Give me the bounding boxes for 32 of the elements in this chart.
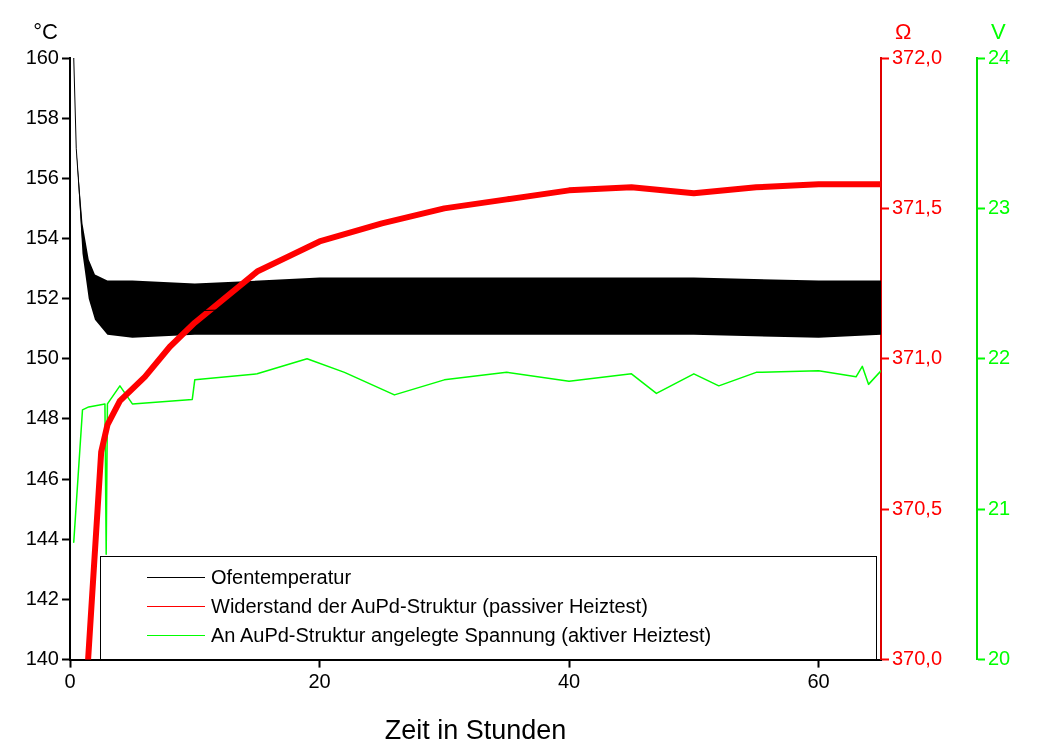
- x-tick-label: 60: [807, 670, 830, 693]
- y3-tick-label: 22: [988, 346, 1011, 369]
- y-tick-label: 142: [25, 586, 59, 609]
- y-tick-label: 156: [25, 165, 59, 188]
- y-tick-label: 140: [25, 647, 59, 670]
- y3-tick-label: 24: [988, 45, 1011, 68]
- x-tick-label: 20: [308, 670, 331, 693]
- y2-tick-label: 370,5: [892, 496, 943, 519]
- y-tick-label: 148: [25, 406, 59, 429]
- y-axis-title: °C: [33, 19, 59, 45]
- y2-tick-label: 371,5: [892, 195, 943, 218]
- y-tick-label: 152: [25, 286, 59, 309]
- y2-tick-label: 370,0: [892, 647, 943, 670]
- y2-axis-title: Ω: [895, 19, 912, 45]
- y3-tick-label: 23: [988, 195, 1011, 218]
- y3-tick-label: 21: [988, 496, 1011, 519]
- y3-tick-label: 20: [988, 647, 1011, 670]
- y2-tick-label: 371,0: [892, 346, 943, 369]
- x-axis-title: Zeit in Stunden: [384, 715, 567, 746]
- y-tick-label: 160: [25, 45, 59, 68]
- y-tick-label: 158: [25, 105, 59, 128]
- y-tick-label: 144: [25, 526, 59, 549]
- x-tick-label: 0: [64, 670, 76, 693]
- y2-tick-label: 372,0: [892, 45, 943, 68]
- y3-axis-title: V: [991, 19, 1006, 45]
- y-tick-label: 146: [25, 466, 59, 489]
- y-tick-label: 150: [25, 346, 59, 369]
- legend-label: Widerstand der AuPd-Struktur (passiver Heiztest): [211, 594, 648, 618]
- legend-label: Ofentemperatur: [211, 565, 352, 589]
- x-tick-label: 40: [557, 670, 581, 693]
- legend-label: An AuPd-Struktur angelegte Spannung (aktiver Heiztest): [211, 623, 712, 647]
- y-tick-label: 154: [25, 226, 59, 248]
